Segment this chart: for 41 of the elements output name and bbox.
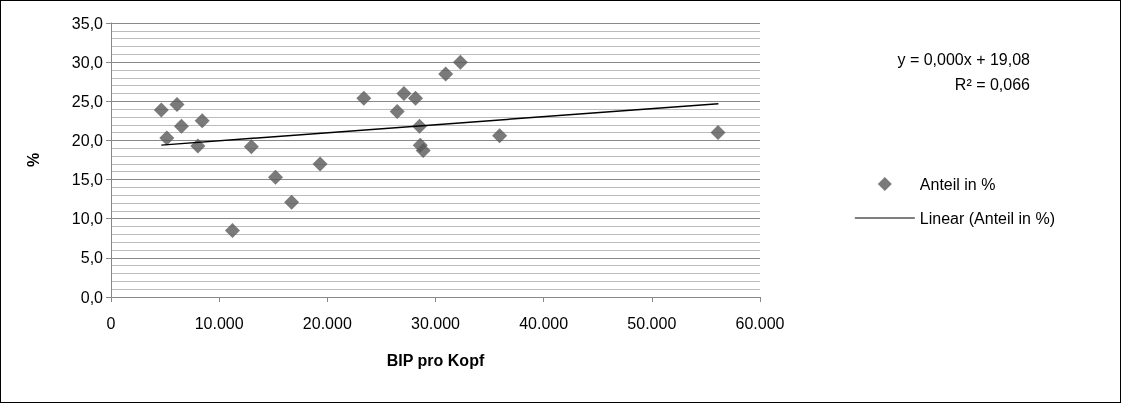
x-tick-label: 40.000 [519, 314, 569, 332]
text: y = 0,000x + 19,08 [897, 50, 1031, 68]
x-tick-label: 10.000 [194, 314, 244, 332]
y-tick-label: 5,0 [80, 249, 104, 267]
point [224, 222, 240, 238]
point [438, 66, 454, 82]
point [159, 130, 175, 146]
point [243, 139, 259, 155]
text: R² = 0,066 [954, 75, 1031, 93]
point [396, 85, 412, 101]
point [415, 143, 431, 159]
x-tick-label: 20.000 [302, 314, 352, 332]
y-tick-label: 20,0 [71, 131, 104, 149]
point [312, 156, 328, 172]
point [356, 90, 372, 106]
point [169, 96, 185, 112]
point [268, 169, 284, 185]
y-tick-label: 35,0 [71, 14, 104, 32]
y-tick-label: 30,0 [71, 53, 104, 71]
point [173, 118, 189, 134]
point [190, 138, 206, 154]
point [153, 102, 169, 118]
point [710, 125, 726, 141]
x-tick-label: 50.000 [627, 314, 677, 332]
legend-label: Linear (Anteil in %) [919, 209, 1055, 227]
y-axis-title: % [24, 152, 42, 168]
x-tick-label: 30.000 [411, 314, 461, 332]
y-tick-label: 10,0 [71, 210, 104, 228]
point [194, 113, 210, 129]
point [389, 103, 405, 119]
point [284, 194, 300, 210]
point [492, 128, 508, 144]
y-tick-label: 25,0 [71, 92, 104, 110]
point [452, 54, 468, 70]
y-tick-label: 15,0 [71, 171, 104, 189]
x-tick-label: 60.000 [735, 314, 785, 332]
x-axis-title: BIP pro Kopf [386, 351, 485, 369]
legend-label: Anteil in % [919, 175, 996, 193]
x-tick-label: 0 [106, 314, 116, 332]
point [407, 90, 423, 106]
y-tick-label: 0,0 [80, 288, 104, 306]
